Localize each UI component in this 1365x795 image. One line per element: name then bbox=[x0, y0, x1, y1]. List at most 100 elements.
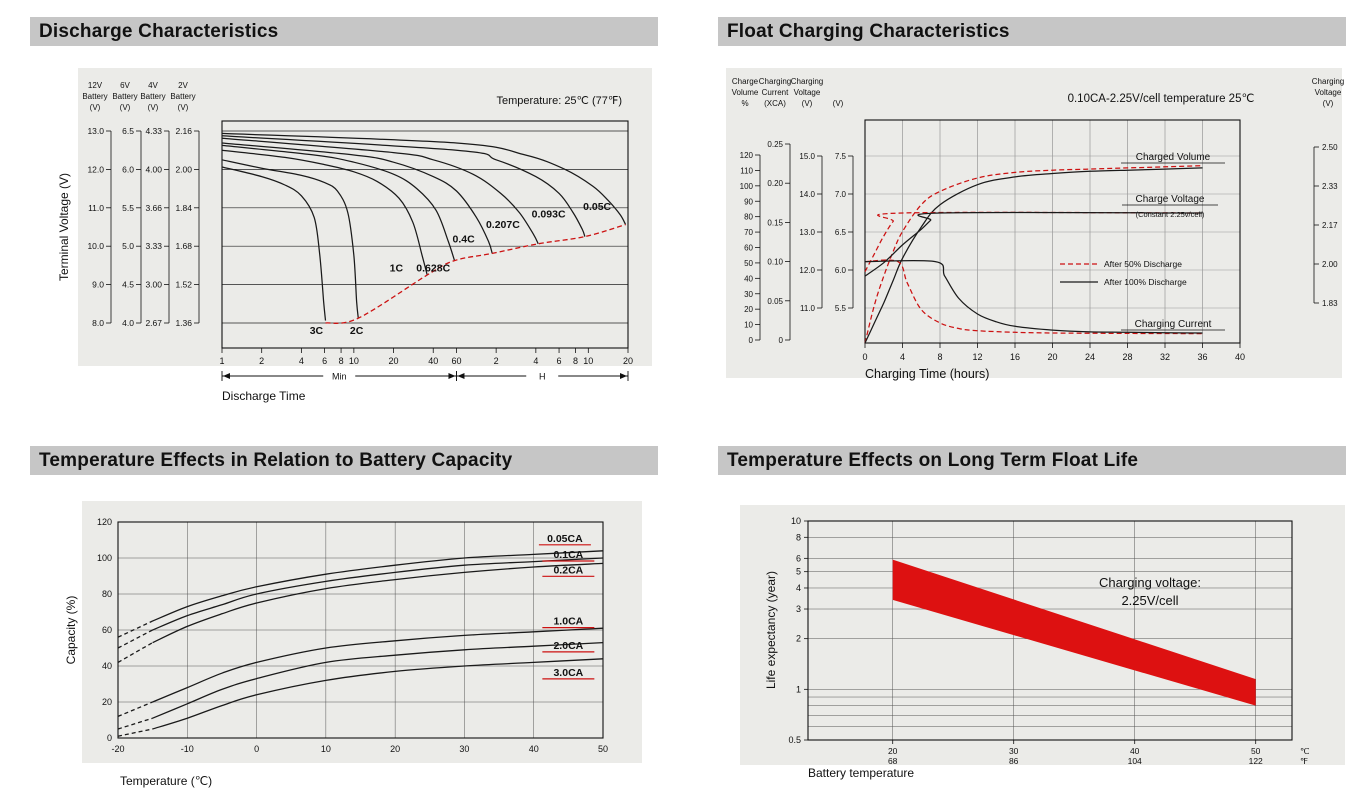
svg-text:Charge Voltage: Charge Voltage bbox=[1136, 194, 1205, 205]
figure-background bbox=[726, 68, 1342, 378]
svg-text:3: 3 bbox=[796, 604, 801, 614]
svg-text:13.0: 13.0 bbox=[799, 228, 815, 237]
series-0.05C bbox=[221, 132, 627, 225]
svg-text:6V: 6V bbox=[120, 81, 130, 90]
svg-text:6.5: 6.5 bbox=[835, 228, 847, 237]
svg-text:4V: 4V bbox=[148, 81, 158, 90]
svg-text:20: 20 bbox=[390, 744, 400, 754]
svg-text:℉: ℉ bbox=[1300, 756, 1309, 766]
y-axis-title: Terminal Voltage (V) bbox=[57, 173, 71, 281]
svg-text:3C: 3C bbox=[310, 325, 324, 337]
series-charging-current-after-100-discharge bbox=[864, 259, 1203, 334]
svg-text:2.25V/cell: 2.25V/cell bbox=[1121, 593, 1178, 608]
x-axis: 1 2 4 6 8 10 20 40 60 2 4 6 8 10 20 bbox=[219, 348, 633, 366]
svg-text:Battery temperature: Battery temperature bbox=[808, 766, 914, 780]
svg-text:0: 0 bbox=[749, 336, 754, 345]
series-2C bbox=[221, 159, 359, 319]
svg-text:80: 80 bbox=[744, 213, 753, 222]
svg-text:(V): (V) bbox=[802, 99, 813, 108]
svg-text:After 100% Discharge: After 100% Discharge bbox=[1104, 277, 1187, 287]
svg-text:7.5: 7.5 bbox=[835, 152, 847, 161]
svg-text:10: 10 bbox=[321, 744, 331, 754]
series-0.05CA-dashed bbox=[117, 620, 153, 638]
svg-text:0: 0 bbox=[862, 352, 867, 362]
svg-text:0.05C: 0.05C bbox=[583, 201, 611, 213]
svg-text:0.25: 0.25 bbox=[767, 140, 783, 149]
svg-text:11.0: 11.0 bbox=[800, 304, 816, 313]
cutoff-voltage-curve bbox=[325, 223, 626, 324]
svg-text:60: 60 bbox=[102, 625, 112, 635]
svg-text:Volume: Volume bbox=[732, 88, 759, 97]
svg-text:Temperature: 25℃ (77℉): Temperature: 25℃ (77℉) bbox=[496, 95, 622, 107]
svg-text:4.33: 4.33 bbox=[145, 126, 162, 136]
series-charged-volume-after-100-discharge bbox=[864, 167, 1203, 344]
svg-text:0.5: 0.5 bbox=[788, 735, 801, 745]
svg-text:0.207C: 0.207C bbox=[486, 219, 520, 231]
svg-text:Battery: Battery bbox=[140, 92, 165, 101]
svg-text:122: 122 bbox=[1249, 756, 1263, 766]
svg-text:0.10CA-2.25V/cell temperature: 0.10CA-2.25V/cell temperature 25℃ bbox=[1068, 93, 1255, 105]
svg-text:4: 4 bbox=[299, 356, 304, 366]
svg-text:3.0CA: 3.0CA bbox=[553, 667, 583, 679]
svg-text:32: 32 bbox=[1160, 352, 1170, 362]
svg-text:Charge: Charge bbox=[732, 77, 759, 86]
svg-text:℃: ℃ bbox=[1300, 746, 1310, 756]
svg-text:2.00: 2.00 bbox=[1322, 260, 1338, 269]
svg-text:8: 8 bbox=[796, 532, 801, 542]
svg-text:0.15: 0.15 bbox=[767, 218, 783, 227]
svg-text:-10: -10 bbox=[181, 744, 194, 754]
svg-text:30: 30 bbox=[1009, 746, 1019, 756]
svg-text:Current: Current bbox=[762, 88, 789, 97]
svg-text:100: 100 bbox=[740, 182, 754, 191]
svg-text:6.0: 6.0 bbox=[122, 164, 134, 174]
svg-text:1.0CA: 1.0CA bbox=[553, 616, 583, 628]
svg-text:4.00: 4.00 bbox=[145, 164, 162, 174]
svg-text:8: 8 bbox=[573, 356, 578, 366]
float-life-title: Temperature Effects on Long Term Float L… bbox=[718, 446, 1346, 475]
svg-text:68: 68 bbox=[888, 756, 898, 766]
svg-text:40: 40 bbox=[529, 744, 539, 754]
series-0.093C bbox=[221, 135, 586, 237]
svg-text:Charged Volume: Charged Volume bbox=[1136, 152, 1211, 163]
svg-text:13.0: 13.0 bbox=[87, 126, 104, 136]
svg-text:2: 2 bbox=[259, 356, 264, 366]
svg-text:5.5: 5.5 bbox=[122, 203, 134, 213]
charging-voltage-annotation: Charging voltage: 2.25V/cell bbox=[1099, 575, 1201, 608]
time-unit-ranges: Min H bbox=[221, 371, 629, 382]
svg-text:1.83: 1.83 bbox=[1322, 299, 1338, 308]
svg-text:8: 8 bbox=[339, 356, 344, 366]
svg-text:12: 12 bbox=[972, 352, 982, 362]
svg-text:2.16: 2.16 bbox=[175, 126, 192, 136]
rate-labels: 0.05CA 0.1CA 0.2CA 1.0CA 2.0CA 3.0CA bbox=[538, 533, 595, 680]
svg-text:%: % bbox=[741, 99, 748, 108]
svg-text:7.0: 7.0 bbox=[835, 190, 847, 199]
svg-text:50: 50 bbox=[744, 259, 753, 268]
svg-text:-20: -20 bbox=[111, 744, 124, 754]
voltage-scales: 12V Battery (V) 13.0 12.0 11.0 10.0 9.0 8.0 6V Bat… bbox=[82, 81, 200, 328]
life-expectancy-band bbox=[892, 559, 1256, 706]
svg-text:Discharge Time: Discharge Time bbox=[222, 389, 306, 403]
svg-text:8.0: 8.0 bbox=[92, 318, 104, 328]
svg-text:Battery: Battery bbox=[82, 92, 107, 101]
svg-text:3.66: 3.66 bbox=[145, 203, 162, 213]
svg-text:After 50% Discharge: After 50% Discharge bbox=[1104, 259, 1182, 269]
svg-text:Charging voltage:: Charging voltage: bbox=[1099, 575, 1201, 590]
svg-text:2C: 2C bbox=[350, 325, 364, 337]
svg-text:100: 100 bbox=[97, 553, 112, 563]
svg-text:110: 110 bbox=[740, 166, 753, 175]
svg-text:(V): (V) bbox=[1323, 99, 1334, 108]
curve-labels: Charged Volume Charge Voltage (Constant 2.… bbox=[1121, 152, 1225, 331]
svg-text:6.0: 6.0 bbox=[835, 266, 847, 275]
svg-text:40: 40 bbox=[1130, 746, 1140, 756]
svg-text:2.33: 2.33 bbox=[1322, 182, 1338, 191]
svg-text:40: 40 bbox=[428, 356, 438, 366]
svg-text:Battery: Battery bbox=[170, 92, 195, 101]
svg-text:40: 40 bbox=[102, 661, 112, 671]
svg-text:120: 120 bbox=[97, 517, 112, 527]
svg-text:1.36: 1.36 bbox=[175, 318, 192, 328]
svg-text:28: 28 bbox=[1122, 352, 1132, 362]
